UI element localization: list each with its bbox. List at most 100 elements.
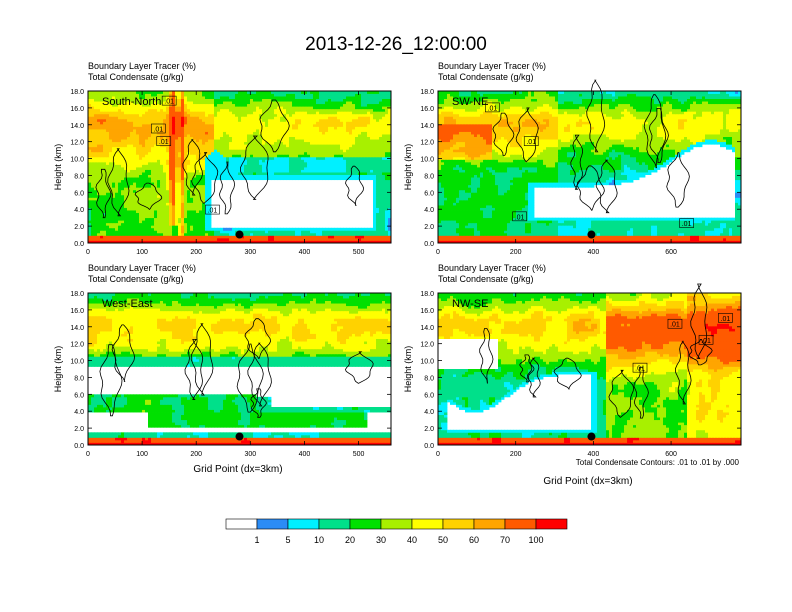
heatmap-cell xyxy=(331,172,335,175)
heatmap-cell xyxy=(112,232,116,236)
heatmap-cell xyxy=(142,169,146,173)
heatmap-cell xyxy=(385,131,389,135)
heatmap-cell xyxy=(340,134,344,137)
heatmap-cell xyxy=(142,91,146,94)
heatmap-cell xyxy=(118,199,122,203)
heatmap-cell xyxy=(127,164,131,168)
heatmap-cell xyxy=(190,131,194,135)
heatmap-cell xyxy=(343,129,347,132)
heatmap-cell xyxy=(184,237,188,241)
heatmap-cell xyxy=(88,220,92,224)
heatmap-cell xyxy=(208,230,212,234)
heatmap-cell xyxy=(172,98,176,102)
heatmap-cell xyxy=(388,101,392,105)
heatmap-cell xyxy=(235,144,239,148)
heatmap-cell xyxy=(340,103,344,107)
heatmap-cell xyxy=(100,199,104,203)
heatmap-cell xyxy=(139,199,143,203)
heatmap-cell xyxy=(184,192,188,196)
heatmap-cell xyxy=(325,235,329,239)
heatmap-cell xyxy=(205,225,209,229)
heatmap-cell xyxy=(133,187,137,191)
heatmap-cell xyxy=(367,156,371,160)
heatmap-cell xyxy=(139,106,143,110)
heatmap-cell xyxy=(238,174,242,178)
heatmap-cell xyxy=(259,113,263,117)
heatmap-cell xyxy=(325,151,329,155)
heatmap-cell xyxy=(139,93,143,97)
heatmap-cell xyxy=(295,126,299,130)
heatmap-cell xyxy=(241,93,245,97)
heatmap-cell xyxy=(172,139,176,143)
heatmap-cell xyxy=(166,230,170,234)
heatmap-cell xyxy=(385,179,389,183)
heatmap-cell xyxy=(91,129,95,132)
heatmap-cell xyxy=(292,240,296,244)
heatmap-cell xyxy=(160,134,164,137)
heatmap-cell xyxy=(376,141,380,145)
heatmap-cell xyxy=(208,121,212,125)
heatmap-cell xyxy=(163,91,167,94)
heatmap-cell xyxy=(100,154,104,158)
heatmap-cell xyxy=(334,131,338,135)
heatmap-cell xyxy=(112,182,116,186)
heatmap-cell xyxy=(133,121,137,125)
heatmap-cell xyxy=(376,146,380,150)
heatmap-cell xyxy=(130,93,134,97)
heatmap-cell xyxy=(346,144,350,148)
heatmap-cell xyxy=(214,235,218,239)
heatmap-cell xyxy=(127,106,131,110)
heatmap-cell xyxy=(178,113,182,117)
heatmap-cell xyxy=(187,169,191,173)
heatmap-cell xyxy=(319,118,323,122)
heatmap-cell xyxy=(196,121,200,125)
heatmap-cell xyxy=(337,230,341,234)
heatmap-cell xyxy=(223,159,227,163)
heatmap-cell xyxy=(118,126,122,130)
heatmap-cell xyxy=(100,139,104,143)
heatmap-cell xyxy=(121,222,125,226)
heatmap-cell xyxy=(154,220,158,224)
heatmap-cell xyxy=(292,136,296,140)
heatmap-cell xyxy=(169,167,173,170)
heatmap-cell xyxy=(259,144,263,148)
heatmap-cell xyxy=(121,106,125,110)
heatmap-cell xyxy=(340,113,344,117)
heatmap-cell xyxy=(91,156,95,160)
heatmap-cell xyxy=(175,129,179,132)
heatmap-cell xyxy=(196,172,200,175)
heatmap-cell xyxy=(271,159,275,163)
heatmap-cell xyxy=(271,101,275,105)
heatmap-cell xyxy=(358,154,362,158)
heatmap-cell xyxy=(106,136,110,140)
heatmap-cell xyxy=(181,159,185,163)
heatmap-cell xyxy=(298,121,302,125)
heatmap-cell xyxy=(154,154,158,158)
heatmap-cell xyxy=(223,134,227,137)
heatmap-cell xyxy=(352,240,356,244)
heatmap-cell xyxy=(316,161,320,165)
heatmap-cell xyxy=(232,154,236,158)
heatmap-cell xyxy=(166,91,170,94)
heatmap-cell xyxy=(187,179,191,183)
heatmap-cell xyxy=(139,144,143,148)
heatmap-cell xyxy=(370,167,374,170)
heatmap-cell xyxy=(337,151,341,155)
heatmap-cell xyxy=(232,141,236,145)
heatmap-cell xyxy=(352,93,356,97)
heatmap-cell xyxy=(340,232,344,236)
heatmap-cell xyxy=(316,174,320,178)
heatmap-cell xyxy=(379,154,383,158)
heatmap-cell xyxy=(115,237,119,241)
heatmap-cell xyxy=(265,91,269,94)
heatmap-cell xyxy=(151,237,155,241)
heatmap-cell xyxy=(352,144,356,148)
heatmap-cell xyxy=(274,103,278,107)
heatmap-cell xyxy=(331,108,335,112)
heatmap-cell xyxy=(157,141,161,145)
heatmap-cell xyxy=(328,134,332,137)
heatmap-cell xyxy=(256,103,260,107)
heatmap-cell xyxy=(127,154,131,158)
heatmap-cell xyxy=(346,98,350,102)
heatmap-cell xyxy=(292,93,296,97)
